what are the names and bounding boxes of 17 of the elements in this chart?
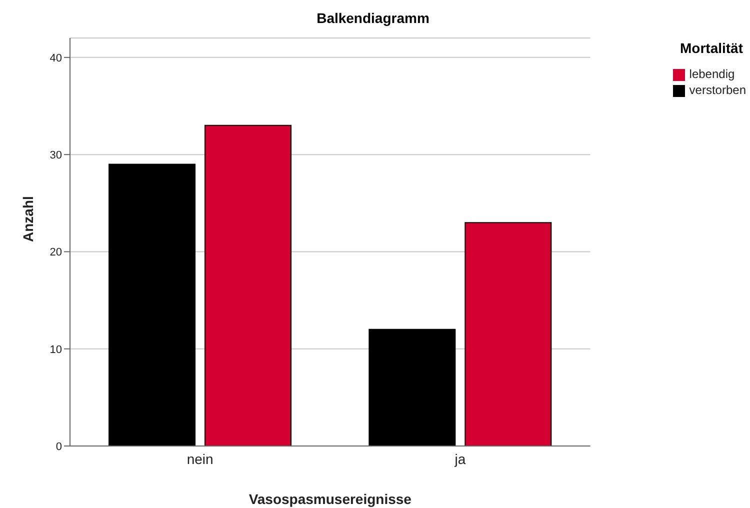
y-tick-label: 10 [50,344,62,356]
bar [108,164,196,446]
bar [368,328,456,446]
legend-label: lebendig [689,67,735,81]
y-tick-label: 40 [50,52,62,64]
y-tick-label: 30 [50,149,62,162]
x-tick-label: nein [186,450,214,467]
x-axis-title: Vasospasmusereignisse [248,491,412,507]
legend-title: Mortalität [680,40,743,56]
chart-title: Balkendiagramm [316,10,430,26]
legend-label: verstorben [689,83,746,97]
bar [204,124,292,446]
y-axis-title: Anzahl [20,196,36,242]
bar [464,222,552,446]
y-tick-label: 0 [56,440,62,453]
x-tick-label: ja [454,450,466,467]
y-tick-label: 20 [50,246,62,259]
